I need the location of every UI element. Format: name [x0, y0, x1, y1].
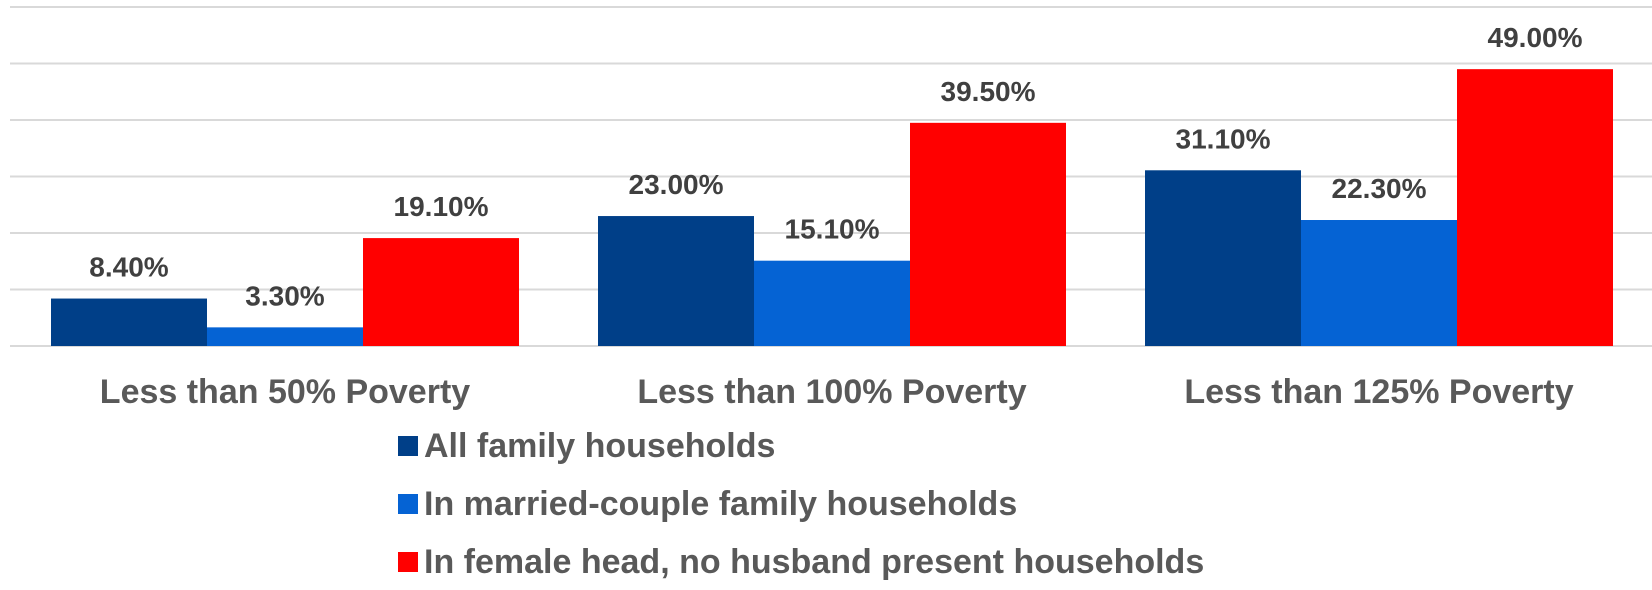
- legend-label: All family households: [424, 427, 775, 465]
- bar: [207, 327, 363, 346]
- bar: [1457, 69, 1613, 347]
- bar: [1301, 220, 1457, 346]
- legend-item: In married-couple family households: [398, 485, 1017, 523]
- legend-label: In married-couple family households: [424, 485, 1017, 523]
- data-label: 39.50%: [941, 76, 1036, 107]
- data-label: 49.00%: [1488, 22, 1583, 53]
- bar: [1145, 170, 1301, 346]
- data-label: 22.30%: [1332, 173, 1427, 204]
- category-labels: Less than 50% Poverty Less than 100% Pove…: [100, 373, 1574, 411]
- legend-item: All family households: [398, 427, 775, 465]
- data-label: 19.10%: [394, 191, 489, 222]
- legend-label: In female head, no husband present house…: [424, 543, 1204, 581]
- category-label: Less than 100% Poverty: [637, 373, 1026, 411]
- data-label: 3.30%: [245, 280, 324, 311]
- bar: [598, 216, 754, 346]
- bar: [910, 122, 1066, 346]
- legend-swatch: [398, 552, 418, 572]
- category-label: Less than 50% Poverty: [100, 373, 470, 411]
- data-label: 8.40%: [89, 252, 168, 283]
- bar: [754, 260, 910, 346]
- data-label: 23.00%: [629, 169, 724, 200]
- data-labels: 8.40% 23.00% 31.10% 3.30% 15.10% 22.30% 19.10%…: [89, 22, 1582, 311]
- bars: [51, 69, 1613, 347]
- legend-swatch: [398, 494, 418, 514]
- data-label: 15.10%: [785, 214, 880, 245]
- gridlines: [10, 6, 1652, 347]
- bar: [363, 238, 519, 346]
- legend: All family households In married-couple f…: [398, 427, 1204, 581]
- data-label: 31.10%: [1176, 123, 1271, 154]
- bar: [51, 298, 207, 346]
- legend-item: In female head, no husband present house…: [398, 543, 1204, 581]
- legend-swatch: [398, 436, 418, 456]
- category-label: Less than 125% Poverty: [1184, 373, 1573, 411]
